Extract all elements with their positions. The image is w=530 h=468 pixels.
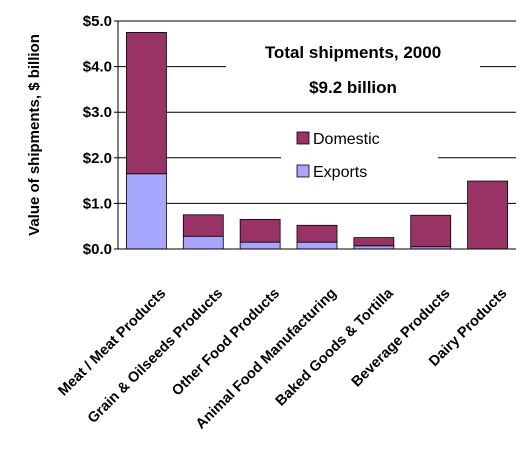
legend-label-exports: Exports bbox=[313, 164, 367, 181]
legend-swatch-exports bbox=[296, 164, 310, 178]
bar-domestic bbox=[126, 32, 167, 175]
y-tick-label: $5.0 bbox=[83, 13, 112, 30]
bar-domestic bbox=[239, 218, 281, 243]
legend-label-domestic: Domestic bbox=[313, 131, 380, 148]
bar-domestic bbox=[182, 214, 224, 237]
annotation-line-1: Total shipments, 2000 bbox=[265, 43, 441, 62]
y-tick-label: $1.0 bbox=[83, 195, 112, 212]
legend-swatch-domestic bbox=[296, 131, 310, 145]
y-tick-label: $4.0 bbox=[83, 59, 112, 76]
y-tick-label: $3.0 bbox=[83, 104, 112, 121]
bar-exports bbox=[296, 241, 338, 250]
annotation-background bbox=[226, 38, 480, 100]
bar-domestic bbox=[410, 214, 452, 248]
category-label: Meat / Meat Products bbox=[55, 286, 169, 400]
y-axis-label: Value of shipments, $ billion bbox=[26, 34, 43, 236]
legend: Domestic Exports bbox=[281, 125, 438, 188]
y-tick-label: $0.0 bbox=[83, 241, 112, 258]
bar-exports bbox=[182, 235, 224, 250]
category-label: Beverage Products bbox=[349, 286, 454, 391]
y-tick-label: $2.0 bbox=[83, 150, 112, 167]
axes bbox=[114, 20, 516, 250]
category-label: Other Food Products bbox=[169, 286, 283, 400]
bar-domestic bbox=[353, 237, 395, 247]
annotation: Total shipments, 2000 $9.2 billion bbox=[226, 38, 480, 100]
y-tick-labels: $0.0 $1.0 $2.0 $3.0 $4.0 $5.0 bbox=[83, 13, 112, 258]
bars bbox=[126, 32, 508, 250]
annotation-line-2: $9.2 billion bbox=[309, 78, 397, 97]
bar-domestic bbox=[296, 224, 338, 243]
bar-domestic bbox=[467, 180, 508, 250]
bar-exports bbox=[126, 173, 167, 250]
bar-exports bbox=[239, 241, 281, 250]
category-label: Baked Goods & Tortilla bbox=[273, 285, 398, 410]
